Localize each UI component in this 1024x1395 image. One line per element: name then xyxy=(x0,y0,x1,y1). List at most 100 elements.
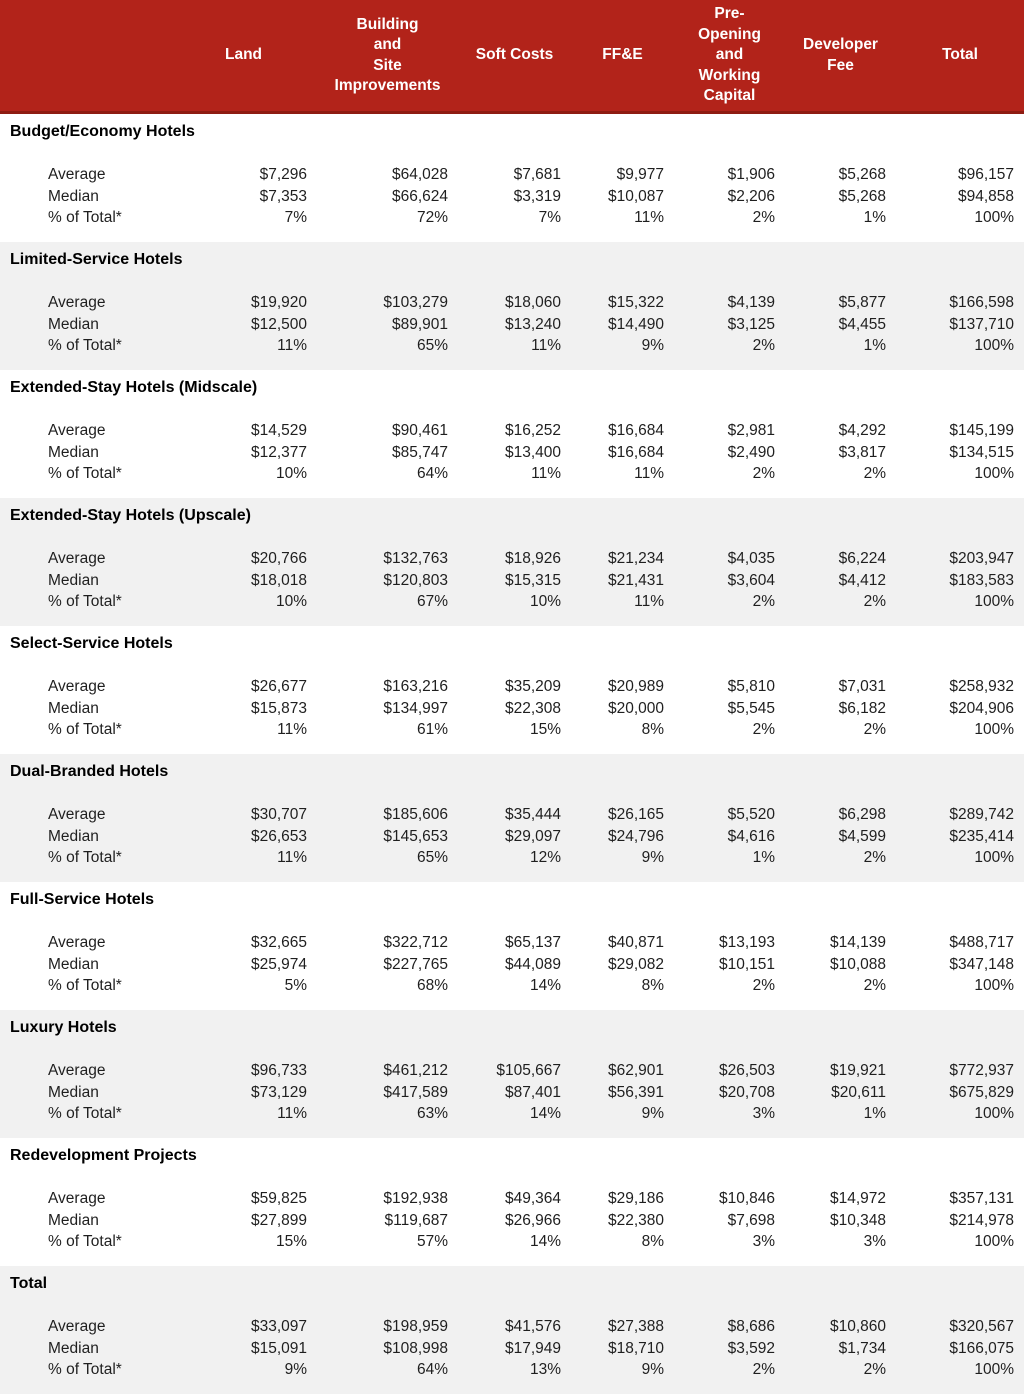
table-cell: $26,966 xyxy=(504,1211,561,1229)
row-label: Average xyxy=(48,1318,106,1335)
table-cell: $21,431 xyxy=(607,571,664,589)
table-cell: 100% xyxy=(974,337,1014,354)
table-cell: $5,545 xyxy=(727,699,775,717)
table-cell: $8,686 xyxy=(727,1318,775,1335)
table-cell: $185,606 xyxy=(383,806,448,823)
row-label: Median xyxy=(48,1211,99,1229)
table-cell: 100% xyxy=(974,1233,1014,1250)
table-cell: $10,860 xyxy=(829,1318,886,1335)
table-cell: $41,576 xyxy=(504,1318,561,1335)
section-rows: Average $14,529 $90,461 $16,252 $16,684 $2,98… xyxy=(0,420,1024,485)
row-label: % of Total* xyxy=(48,977,122,994)
table-cell: 65% xyxy=(416,849,448,866)
section-rows: Average $7,296 $64,028 $7,681 $9,977 $1,906 $5… xyxy=(0,164,1024,229)
table-cell: $20,989 xyxy=(607,678,664,695)
table-cell: 100% xyxy=(974,721,1014,738)
table-cell: 64% xyxy=(416,465,448,482)
table-cell: $65,137 xyxy=(504,934,561,951)
table-cell: $183,583 xyxy=(949,571,1014,589)
table-cell: 14% xyxy=(529,977,561,994)
table-cell: $2,490 xyxy=(727,443,775,461)
table-cell: $26,677 xyxy=(250,678,307,695)
table-cell: $33,097 xyxy=(250,1318,307,1335)
table-cell: 3% xyxy=(752,1105,775,1122)
table-cell: $66,624 xyxy=(391,187,448,205)
table-cell: 1% xyxy=(863,1105,886,1122)
table-cell: $10,151 xyxy=(718,955,775,973)
table-cell: 10% xyxy=(275,465,307,482)
table-cell: 5% xyxy=(284,977,307,994)
table-cell: 9% xyxy=(641,849,664,866)
table-cell: $13,193 xyxy=(718,934,775,951)
table-cell: $15,315 xyxy=(504,571,561,589)
table-cell: $461,212 xyxy=(383,1062,448,1079)
section-title: Extended-Stay Hotels (Midscale) xyxy=(10,379,258,396)
section-title: Redevelopment Projects xyxy=(10,1147,197,1164)
table-cell: $166,598 xyxy=(949,294,1014,311)
table-cell: $7,296 xyxy=(259,166,307,183)
table-cell: $14,529 xyxy=(250,422,307,439)
table-cell: 11% xyxy=(531,337,561,354)
table-cell: $5,877 xyxy=(838,294,886,311)
table-row: Median $27,899 $119,687 $26,966 $22,380 $7,69… xyxy=(0,1210,1024,1232)
table-cell: 14% xyxy=(529,1233,561,1250)
table-cell: 9% xyxy=(284,1361,307,1378)
table-cell: $488,717 xyxy=(949,934,1014,951)
table-cell: $120,803 xyxy=(383,571,448,589)
row-label: Average xyxy=(48,1062,106,1079)
table-row: Median $7,353 $66,624 $3,319 $10,087 $2,206 $5… xyxy=(0,186,1024,208)
row-label: Average xyxy=(48,934,106,951)
row-label: Average xyxy=(48,166,106,183)
table-cell: $3,604 xyxy=(727,571,775,589)
table-cell: $5,268 xyxy=(838,187,886,205)
table-cell: 13% xyxy=(529,1361,561,1378)
table-cell: 11% xyxy=(634,209,664,226)
table-cell: $3,319 xyxy=(513,187,561,205)
table-cell: $35,444 xyxy=(504,806,561,823)
row-label: % of Total* xyxy=(48,1233,122,1250)
table-cell: 64% xyxy=(416,1361,448,1378)
row-label: % of Total* xyxy=(48,1361,122,1378)
table-cell: 8% xyxy=(641,1233,664,1250)
table-cell: $14,972 xyxy=(829,1190,886,1207)
table-cell: $10,348 xyxy=(829,1211,886,1229)
section-luxury-hotels: Luxury Hotels Average $96,733 $461,212 $105… xyxy=(0,1010,1024,1138)
table-cell: $20,000 xyxy=(607,699,664,717)
row-label: % of Total* xyxy=(48,337,122,354)
table-cell: $4,599 xyxy=(838,827,886,845)
table-cell: 2% xyxy=(863,1361,886,1378)
table-cell: 3% xyxy=(863,1233,886,1250)
table-cell: $29,097 xyxy=(504,827,561,845)
table-row: % of Total* 9% 64% 13% 9% 2% 2% 100% xyxy=(0,1359,1024,1381)
table-cell: 100% xyxy=(974,465,1014,482)
section-extended-stay-hotels-midscale: Extended-Stay Hotels (Midscale) Average $… xyxy=(0,370,1024,498)
section-title: Select-Service Hotels xyxy=(10,635,173,652)
table-cell: $10,087 xyxy=(607,187,664,205)
table-cell: 2% xyxy=(752,337,775,354)
table-cell: 100% xyxy=(974,593,1014,610)
column-header-ffe: FF&E xyxy=(602,46,643,64)
table-cell: $59,825 xyxy=(250,1190,307,1207)
table-cell: $258,932 xyxy=(949,678,1014,695)
table-cell: 1% xyxy=(752,849,775,866)
table-cell: 15% xyxy=(275,1233,307,1250)
column-header-land: Land xyxy=(224,46,263,64)
section-redevelopment-projects: Redevelopment Projects Average $59,825 $19… xyxy=(0,1138,1024,1266)
table-cell: 1% xyxy=(863,209,886,226)
table-cell: 14% xyxy=(529,1105,561,1122)
column-header-building: Building and Site Improvements xyxy=(334,15,441,94)
table-cell: 63% xyxy=(416,1105,448,1122)
section-select-service-hotels: Select-Service Hotels Average $26,677 $163… xyxy=(0,626,1024,754)
table-cell: $18,018 xyxy=(250,571,307,589)
table-cell: 2% xyxy=(863,465,886,482)
table-cell: 1% xyxy=(863,337,886,354)
table-cell: $4,139 xyxy=(727,294,775,311)
row-label: Average xyxy=(48,422,106,439)
table-row: % of Total* 11% 61% 15% 8% 2% 2% 100% xyxy=(0,719,1024,741)
table-cell: $119,687 xyxy=(384,1211,449,1229)
table-cell: $134,515 xyxy=(949,443,1014,461)
table-cell: 8% xyxy=(641,977,664,994)
table-cell: $2,206 xyxy=(727,187,775,205)
table-row: Median $25,974 $227,765 $44,089 $29,082 $10,1… xyxy=(0,954,1024,976)
table-cell: $103,279 xyxy=(383,294,448,311)
